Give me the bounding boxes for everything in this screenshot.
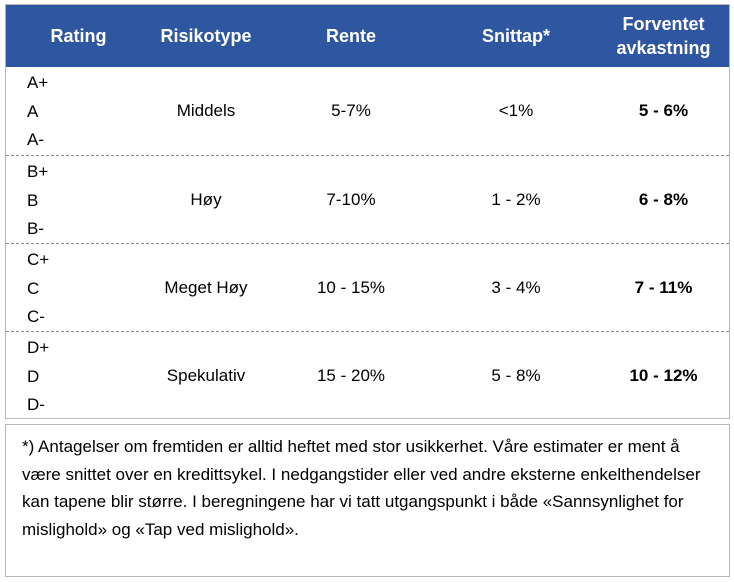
rating-value: D+ [27, 338, 50, 357]
forventet-cell: 10 - 12% [629, 366, 698, 385]
header-snittap: Snittap* [481, 26, 550, 46]
rating-value: B+ [27, 162, 49, 181]
risk-table: Rating Risikotype Rente Snittap* Forvent… [5, 4, 730, 419]
rating-cell: A+ A A- [27, 67, 87, 155]
header-forventet-avkastning: Forventet avkastning [616, 14, 711, 58]
table-header-row: Rating Risikotype Rente Snittap* Forvent… [6, 5, 729, 67]
risikotype-cell: Meget Høy [164, 278, 248, 297]
rating-value: D [27, 367, 40, 386]
rating-value: C [27, 279, 40, 298]
snittap-cell: 5 - 8% [491, 366, 541, 385]
rente-cell: 7-10% [326, 190, 376, 209]
rente-cell: 15 - 20% [316, 366, 386, 385]
header-risikotype: Risikotype [160, 26, 252, 46]
rating-cell: C+ C C- [27, 244, 87, 332]
snittap-cell: <1% [498, 101, 534, 120]
rating-value: C- [27, 307, 45, 326]
snittap-cell: 1 - 2% [491, 190, 541, 209]
rente-cell: 5-7% [331, 101, 371, 120]
rating-value: C+ [27, 250, 50, 269]
rating-value: A- [27, 130, 44, 149]
risikotype-cell: Middels [176, 101, 236, 120]
rating-cell: D+ D D- [27, 332, 87, 420]
header-rente: Rente [325, 26, 376, 46]
risikotype-cell: Høy [190, 190, 222, 209]
table-row: A+ A A- Middels 5-7% <1% 5 - 6% [6, 67, 729, 155]
header-rating: Rating [50, 26, 107, 46]
rating-value: B [27, 191, 39, 210]
risikotype-cell: Spekulativ [166, 366, 246, 385]
rating-value: D- [27, 395, 45, 414]
rente-cell: 10 - 15% [316, 278, 386, 297]
rating-value: A+ [27, 73, 49, 92]
rating-value: B- [27, 219, 44, 238]
footnote-text: *) Antagelser om fremtiden er alltid hef… [22, 437, 701, 539]
footnote-box: *) Antagelser om fremtiden er alltid hef… [5, 424, 730, 577]
table-row: B+ B B- Høy 7-10% 1 - 2% 6 - 8% [6, 155, 729, 244]
snittap-cell: 3 - 4% [491, 278, 541, 297]
forventet-cell: 6 - 8% [638, 190, 689, 209]
table-row: C+ C C- Meget Høy 10 - 15% 3 - 4% 7 - 11… [6, 243, 729, 332]
forventet-cell: 5 - 6% [638, 101, 689, 120]
rating-value: A [27, 102, 39, 121]
rating-cell: B+ B B- [27, 156, 87, 244]
forventet-cell: 7 - 11% [634, 278, 693, 297]
table-row: D+ D D- Spekulativ 15 - 20% 5 - 8% 10 - … [6, 331, 729, 420]
